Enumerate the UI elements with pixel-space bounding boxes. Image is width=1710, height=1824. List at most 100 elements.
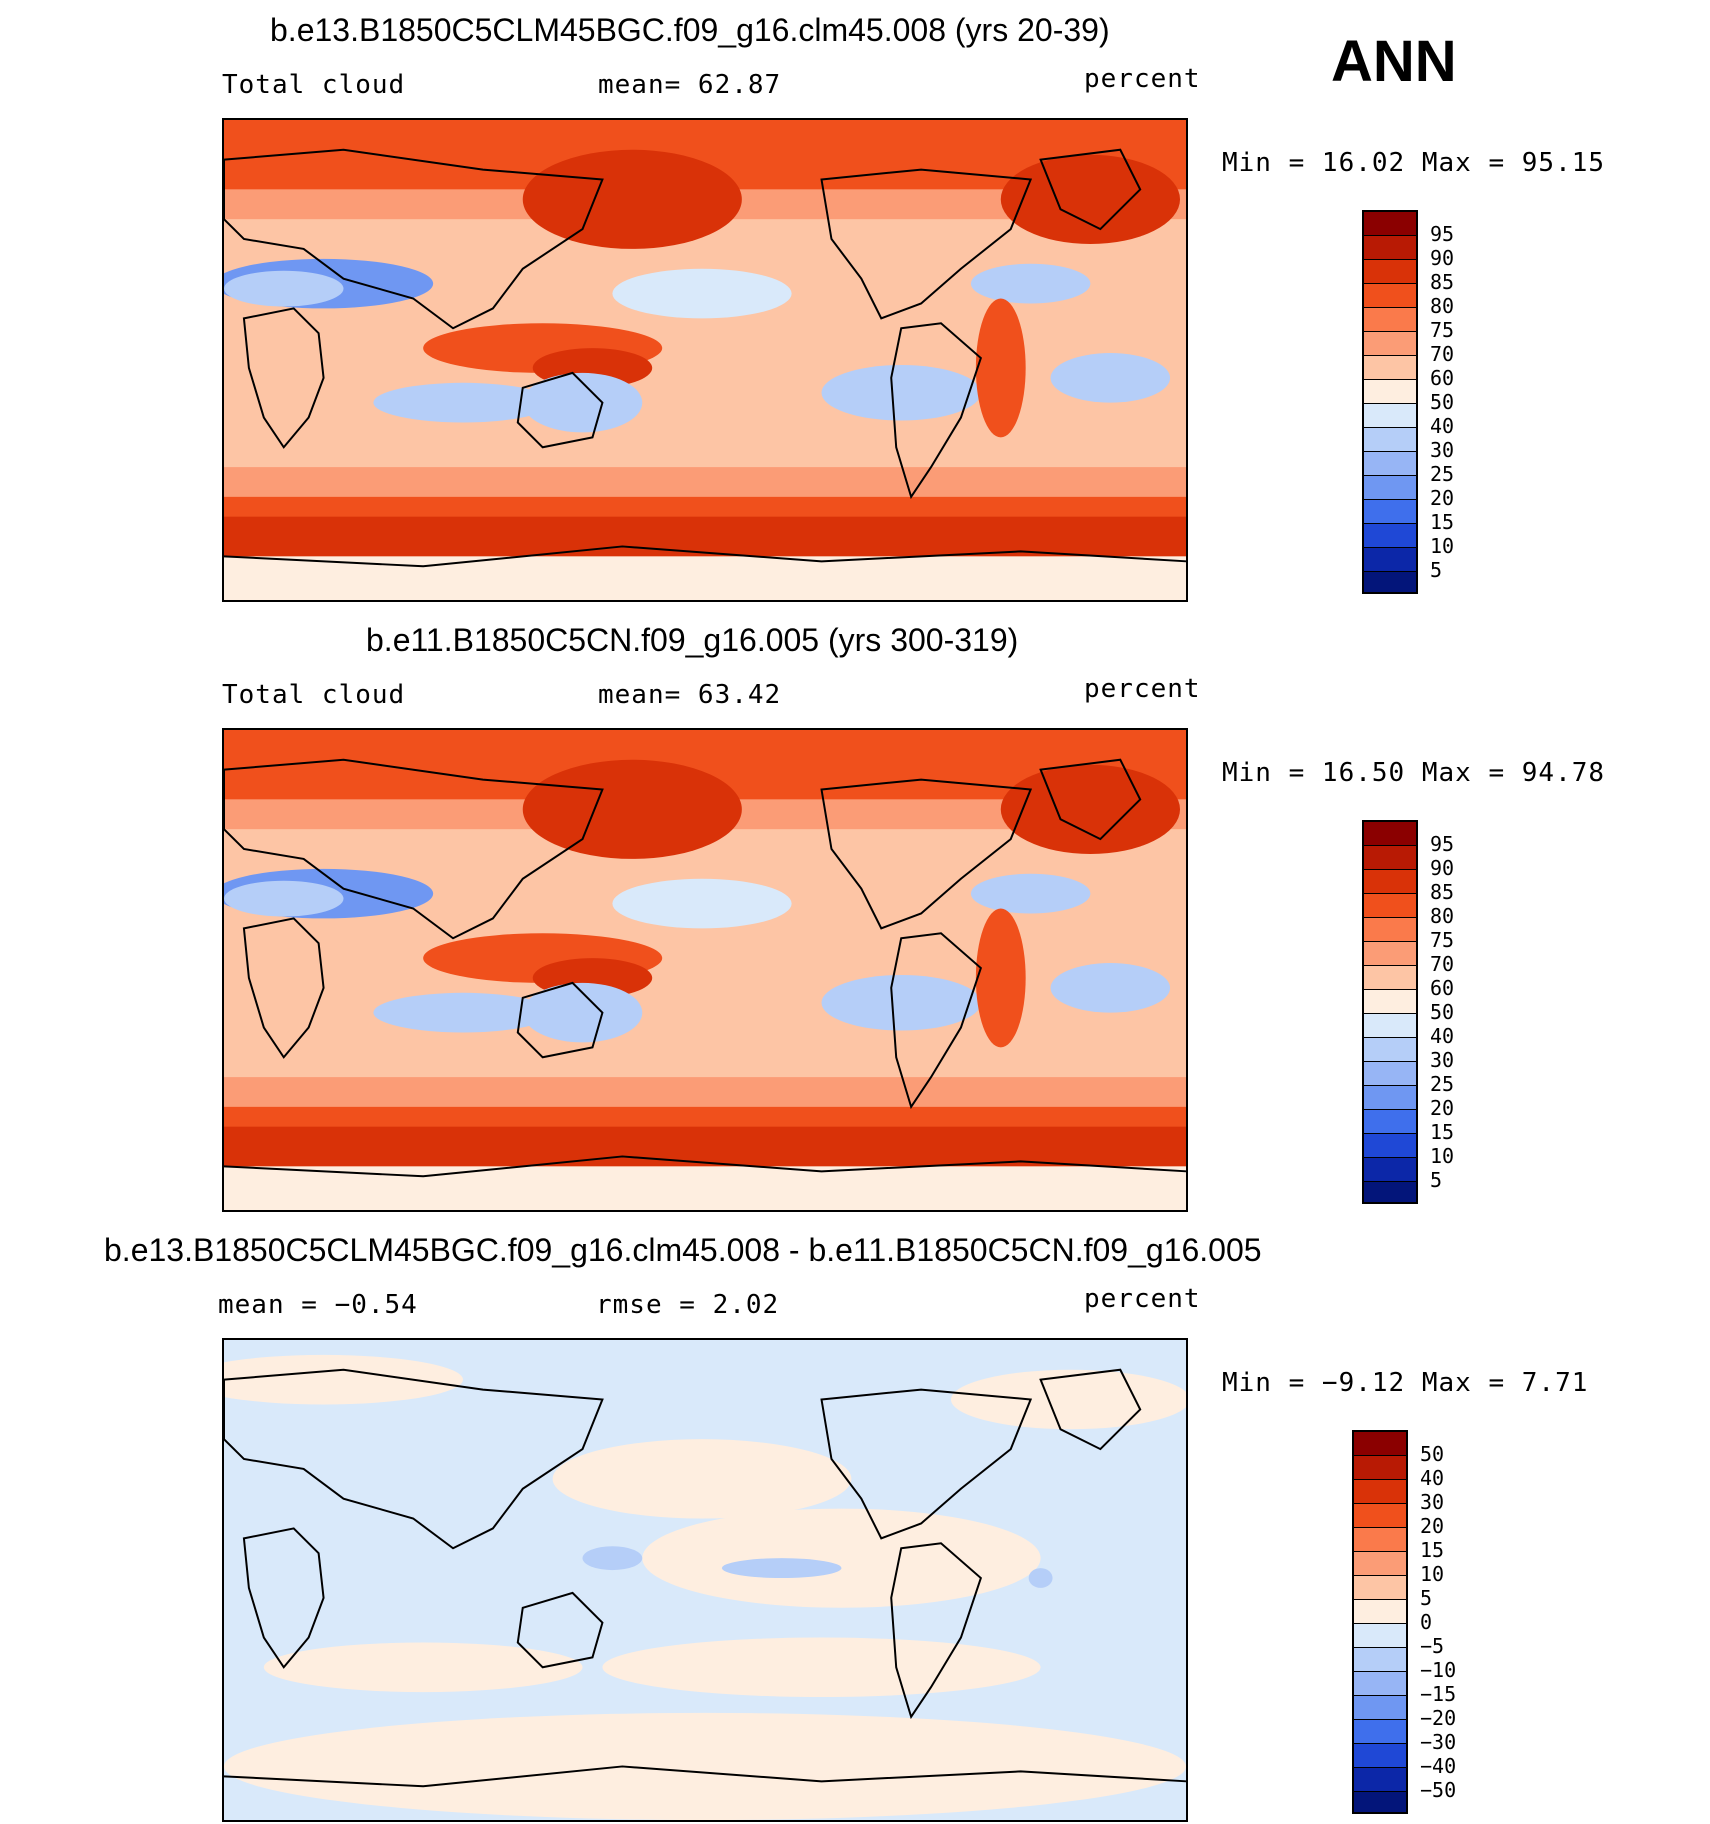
colorbar-label: 10 <box>1430 534 1455 558</box>
colorbar-segment <box>1364 1110 1416 1134</box>
colorbar-segment <box>1354 1456 1406 1480</box>
colorbar-segment <box>1364 966 1416 990</box>
colorbar-segment <box>1364 500 1416 524</box>
colorbar-segment <box>1364 356 1416 380</box>
colorbar-label: 80 <box>1430 904 1455 928</box>
colorbar-label: 20 <box>1430 486 1455 510</box>
colorbar-segment <box>1364 1134 1416 1158</box>
colorbar-segment <box>1354 1504 1406 1528</box>
colorbar-label: 75 <box>1430 318 1455 342</box>
colorbar-label: 0 <box>1420 1610 1433 1634</box>
colorbar-label: 25 <box>1430 1072 1455 1096</box>
colorbar-box <box>1362 820 1418 1204</box>
colorbar-label: −10 <box>1420 1658 1457 1682</box>
colorbar-segment <box>1354 1696 1406 1720</box>
colorbar-label: 90 <box>1430 856 1455 880</box>
colorbar-label: 85 <box>1430 270 1455 294</box>
colorbar-label: 60 <box>1430 366 1455 390</box>
colorbar-label: 40 <box>1420 1466 1445 1490</box>
colorbar-segment <box>1364 942 1416 966</box>
colorbar-label: −50 <box>1420 1778 1457 1802</box>
panel-1-map <box>222 118 1188 602</box>
season-label: ANN <box>1331 29 1457 94</box>
colorbar-segment <box>1364 332 1416 356</box>
panel-2-units: percent <box>1084 674 1201 704</box>
colorbar-label: 95 <box>1430 222 1455 246</box>
colorbar-label: 95 <box>1430 832 1455 856</box>
colorbar-segment <box>1354 1744 1406 1768</box>
colorbar-segment <box>1354 1600 1406 1624</box>
panel-1-units: percent <box>1084 64 1201 94</box>
panel-1-mean-label: mean= 62.87 <box>598 70 782 100</box>
colorbar-label: 40 <box>1430 414 1455 438</box>
colorbar-segment <box>1364 284 1416 308</box>
colorbar-label: −15 <box>1420 1682 1457 1706</box>
colorbar-segment <box>1364 1014 1416 1038</box>
colorbar-segment <box>1354 1576 1406 1600</box>
colorbar-segment <box>1354 1648 1406 1672</box>
panel-3-rmse-label: rmse = 2.02 <box>596 1290 780 1320</box>
colorbar-segment <box>1354 1624 1406 1648</box>
colorbar-label: 70 <box>1430 952 1455 976</box>
panel-3-minmax: Min = −9.12 Max = 7.71 <box>1222 1368 1589 1398</box>
colorbar-label: 5 <box>1430 1168 1443 1192</box>
colorbar-segment <box>1364 572 1416 592</box>
colorbar-label: 20 <box>1430 1096 1455 1120</box>
colorbar-box <box>1352 1430 1408 1814</box>
panel-2-mean-label: mean= 63.42 <box>598 680 782 710</box>
colorbar-label: −5 <box>1420 1634 1445 1658</box>
colorbar-label: −40 <box>1420 1754 1457 1778</box>
colorbar-label: 70 <box>1430 342 1455 366</box>
colorbar-segment <box>1354 1480 1406 1504</box>
colorbar-label: 60 <box>1430 976 1455 1000</box>
panel-3-units: percent <box>1084 1284 1201 1314</box>
colorbar-segment <box>1364 452 1416 476</box>
colorbar-label: 10 <box>1430 1144 1455 1168</box>
colorbar-segment <box>1354 1528 1406 1552</box>
colorbar-segment <box>1354 1792 1406 1812</box>
colorbar-box <box>1362 210 1418 594</box>
colorbar-label: 30 <box>1430 438 1455 462</box>
panel-2-title: b.e11.B1850C5CN.f09_g16.005 (yrs 300-319… <box>366 622 1019 658</box>
colorbar-label: 5 <box>1430 558 1443 582</box>
colorbar-label: 15 <box>1430 1120 1455 1144</box>
panel-2-minmax: Min = 16.50 Max = 94.78 <box>1222 758 1606 788</box>
colorbar-segment <box>1364 380 1416 404</box>
colorbar-label: 50 <box>1430 1000 1455 1024</box>
panel-3-mean-label: mean = −0.54 <box>218 1290 418 1320</box>
colorbar-label: −20 <box>1420 1706 1457 1730</box>
colorbar-label: 20 <box>1420 1514 1445 1538</box>
panel-1-minmax: Min = 16.02 Max = 95.15 <box>1222 148 1606 178</box>
panel-3-title: b.e13.B1850C5CLM45BGC.f09_g16.clm45.008 … <box>104 1232 1262 1268</box>
colorbar-segment <box>1364 404 1416 428</box>
colorbar-label: 30 <box>1430 1048 1455 1072</box>
colorbar-label: 15 <box>1420 1538 1445 1562</box>
colorbar-segment <box>1364 1062 1416 1086</box>
colorbar-label: 85 <box>1430 880 1455 904</box>
colorbar-segment <box>1364 1182 1416 1202</box>
panel-2-variable-label: Total cloud <box>222 680 406 710</box>
colorbar-segment <box>1364 822 1416 846</box>
colorbar-segment <box>1364 212 1416 236</box>
colorbar-segment <box>1364 236 1416 260</box>
colorbar-segment <box>1364 308 1416 332</box>
colorbar-segment <box>1354 1672 1406 1696</box>
colorbar-label: 75 <box>1430 928 1455 952</box>
colorbar-label: 15 <box>1430 510 1455 534</box>
colorbar-segment <box>1364 1086 1416 1110</box>
colorbar-segment <box>1364 524 1416 548</box>
colorbar-label: 10 <box>1420 1562 1445 1586</box>
colorbar-label: 50 <box>1420 1442 1445 1466</box>
colorbar-segment <box>1364 260 1416 284</box>
panel-3-map <box>222 1338 1188 1822</box>
colorbar-label: 5 <box>1420 1586 1433 1610</box>
colorbar-segment <box>1364 870 1416 894</box>
colorbar-segment <box>1354 1768 1406 1792</box>
colorbar-label: 25 <box>1430 462 1455 486</box>
panel-1-variable-label: Total cloud <box>222 70 406 100</box>
panel-2-map <box>222 728 1188 1212</box>
colorbar-segment <box>1364 476 1416 500</box>
colorbar-label: 30 <box>1420 1490 1445 1514</box>
colorbar-segment <box>1354 1552 1406 1576</box>
colorbar-segment <box>1364 1158 1416 1182</box>
